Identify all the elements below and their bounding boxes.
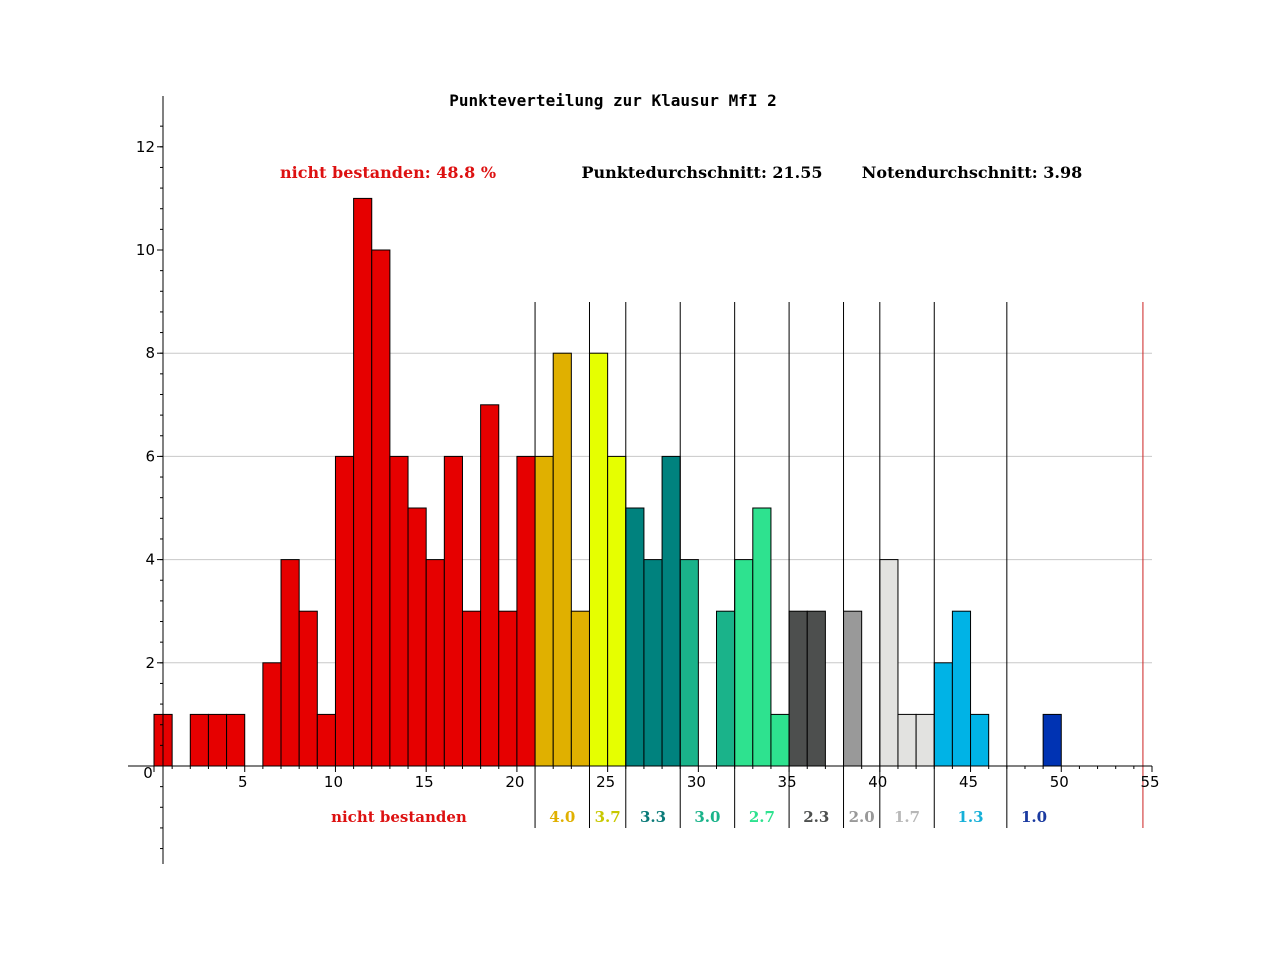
grade-label: 1.3 — [957, 808, 983, 826]
histogram-bar — [189, 713, 209, 767]
histogram-bar — [951, 610, 972, 767]
x-tick-label: 55 — [1140, 773, 1159, 791]
grade-label: 2.3 — [803, 808, 829, 826]
histogram-bar — [643, 559, 663, 767]
grade-label: 3.3 — [640, 808, 666, 826]
x-tick-label: 45 — [959, 773, 978, 791]
histogram-bar — [280, 559, 300, 767]
bars — [153, 197, 1062, 767]
histogram-bar — [679, 559, 699, 767]
x-tick-label: 40 — [868, 773, 887, 791]
histogram-bar — [716, 610, 736, 767]
histogram-bar — [262, 662, 282, 767]
grade-boundary-lines — [534, 302, 1144, 828]
histogram-bar — [353, 197, 373, 767]
histogram-bar — [534, 455, 554, 767]
histogram-bar — [298, 610, 318, 767]
histogram-bar — [607, 455, 627, 767]
histogram-bar — [625, 507, 645, 767]
histogram-bar — [879, 559, 899, 767]
y-tick-label: 10 — [136, 241, 155, 259]
grade-label: nicht bestanden — [331, 808, 467, 826]
histogram-bar — [389, 455, 409, 767]
histogram-bar — [915, 713, 935, 767]
histogram-bar — [226, 713, 246, 767]
x-tick-label: 50 — [1050, 773, 1069, 791]
histogram-bar — [407, 507, 427, 767]
x-tick-label: 0 — [143, 764, 153, 782]
x-tick-label: 15 — [415, 773, 434, 791]
histogram-bar — [498, 610, 518, 767]
histogram-bar — [461, 610, 482, 767]
histogram-bar — [734, 559, 754, 767]
y-tick-label: 6 — [145, 447, 155, 465]
histogram-bar — [371, 249, 391, 767]
histogram-bar — [806, 610, 826, 767]
histogram-bar — [788, 610, 808, 767]
histogram-bar — [843, 610, 863, 767]
histogram-bar — [443, 455, 463, 767]
histogram-bar — [425, 559, 445, 767]
grade-label: 2.7 — [749, 808, 775, 826]
histogram-bar — [516, 455, 536, 767]
y-tick-label: 4 — [145, 551, 155, 569]
histogram-bar — [207, 713, 228, 767]
histogram-bar — [752, 507, 772, 767]
histogram-bar — [897, 713, 917, 767]
histogram-bar — [970, 713, 990, 767]
y-tick-label: 12 — [136, 138, 155, 156]
chart-title: Punkteverteilung zur Klausur MfI 2 — [449, 91, 777, 110]
grade-label: 3.7 — [595, 808, 621, 826]
histogram-bar — [570, 610, 590, 767]
grade-average: Notendurchschnitt: 3.98 — [862, 163, 1082, 182]
grade-label: 1.0 — [1021, 808, 1047, 826]
histogram-bar — [770, 713, 790, 767]
points-average: Punktedurchschnitt: 21.55 — [581, 163, 822, 182]
grade-label: 3.0 — [694, 808, 720, 826]
histogram-bar — [316, 713, 336, 767]
histogram-bar — [552, 352, 572, 767]
histogram-bar — [1042, 713, 1062, 767]
histogram-bar — [334, 455, 355, 767]
failed-percentage: nicht bestanden: 48.8 % — [280, 163, 496, 182]
axes — [128, 96, 1153, 864]
histogram-bar — [480, 404, 500, 767]
x-tick-label: 20 — [505, 773, 524, 791]
x-tick-label: 35 — [778, 773, 797, 791]
labels: Punkteverteilung zur Klausur MfI 2 nicht… — [136, 91, 1160, 826]
histogram-bar — [588, 352, 609, 767]
histogram-bar — [933, 662, 953, 767]
x-tick-label: 5 — [238, 773, 248, 791]
grade-label: 4.0 — [549, 808, 575, 826]
histogram-bar — [661, 455, 681, 767]
x-tick-label: 25 — [596, 773, 615, 791]
grade-label: 1.7 — [894, 808, 920, 826]
x-tick-label: 10 — [324, 773, 343, 791]
grade-label: 2.0 — [849, 808, 875, 826]
y-tick-label: 2 — [145, 654, 155, 672]
x-tick-label: 30 — [687, 773, 706, 791]
y-tick-label: 8 — [145, 344, 155, 362]
